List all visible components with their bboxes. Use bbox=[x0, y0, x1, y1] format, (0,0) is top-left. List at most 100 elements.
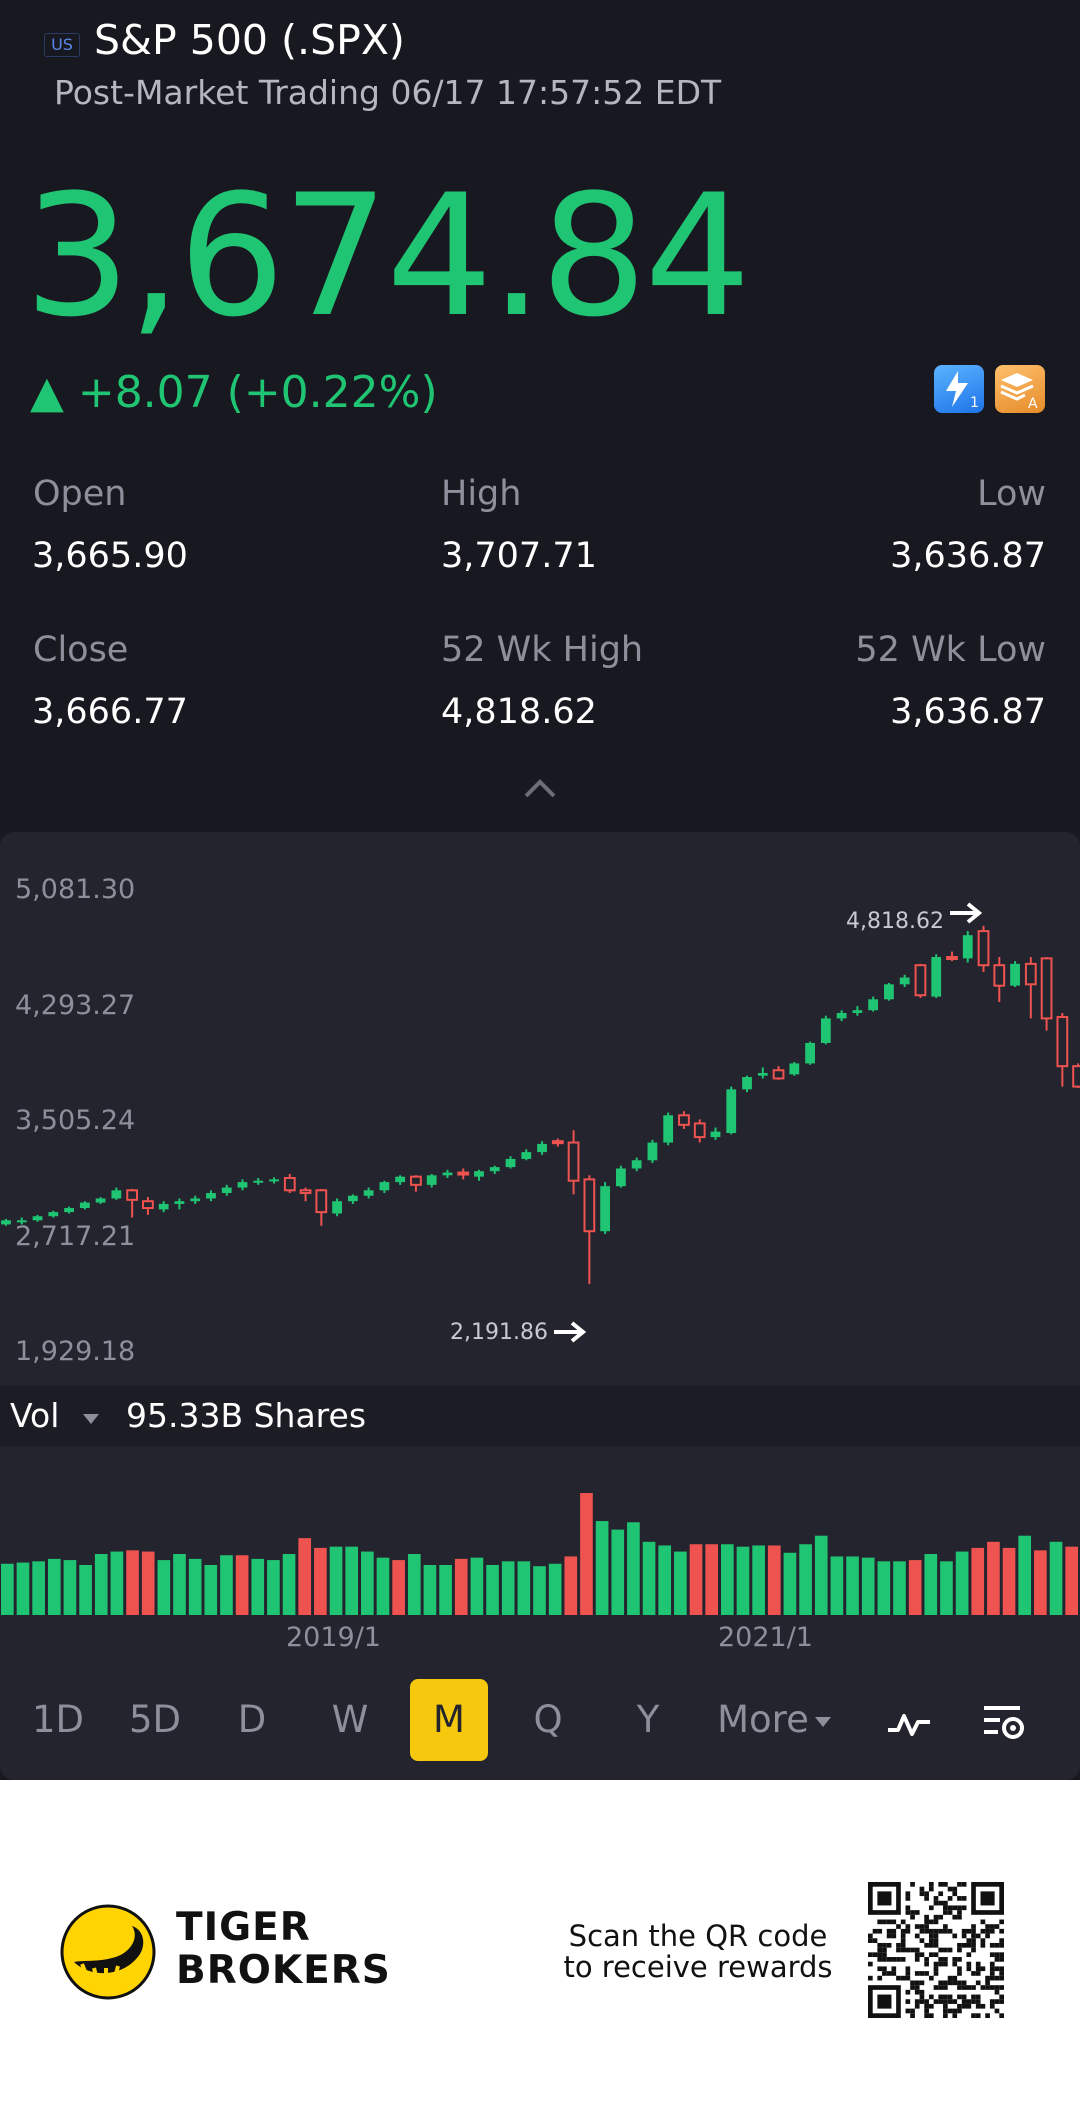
volume-bar bbox=[627, 1522, 640, 1615]
share-footer bbox=[0, 1780, 1080, 2126]
candle-body bbox=[190, 1198, 201, 1202]
layers-grade-icon[interactable]: A bbox=[995, 365, 1045, 413]
indicator-line-icon[interactable] bbox=[886, 1700, 934, 1744]
candle-body bbox=[237, 1182, 248, 1188]
volume-bar bbox=[235, 1555, 249, 1615]
close-value: 3,666.77 bbox=[32, 692, 188, 732]
tab-5d[interactable]: 5D bbox=[128, 1698, 182, 1741]
candle-body bbox=[726, 1089, 737, 1133]
caret-down-icon[interactable] bbox=[82, 1410, 100, 1424]
collapse-chevron-icon[interactable] bbox=[522, 776, 558, 800]
volume-bar bbox=[298, 1538, 312, 1615]
volume-bar bbox=[783, 1552, 797, 1615]
tab-week[interactable]: W bbox=[331, 1698, 369, 1741]
volume-bar bbox=[752, 1545, 765, 1615]
candle-body bbox=[379, 1182, 390, 1191]
candle-body bbox=[600, 1186, 611, 1232]
candle-body bbox=[332, 1201, 342, 1214]
y-tick-label: 1,929.18 bbox=[15, 1336, 136, 1367]
volume-bar bbox=[470, 1557, 484, 1615]
candle-body bbox=[426, 1175, 437, 1185]
volume-bar bbox=[1002, 1547, 1016, 1615]
lightning-level-icon[interactable]: 1 bbox=[934, 365, 984, 413]
candle-body bbox=[631, 1160, 642, 1169]
chart-settings-icon[interactable] bbox=[980, 1700, 1028, 1744]
volume-bar bbox=[658, 1545, 672, 1615]
candle-body bbox=[505, 1158, 516, 1168]
candle-body bbox=[914, 964, 927, 997]
volume-bar bbox=[376, 1557, 390, 1615]
volume-bar bbox=[16, 1562, 30, 1615]
candle-body bbox=[32, 1216, 43, 1221]
high-label: High bbox=[441, 474, 522, 514]
volume-bar bbox=[454, 1558, 468, 1615]
volume-bar bbox=[94, 1554, 108, 1615]
open-value: 3,665.90 bbox=[32, 536, 188, 576]
volume-chart[interactable] bbox=[0, 1480, 1080, 1615]
volume-bar bbox=[329, 1546, 343, 1615]
candle-body bbox=[836, 1012, 847, 1019]
tab-month[interactable]: M bbox=[410, 1679, 488, 1761]
candlestick-chart[interactable] bbox=[0, 860, 1080, 1360]
qr-code[interactable] bbox=[868, 1882, 1004, 2018]
low-value: 3,636.87 bbox=[890, 536, 1046, 576]
tab-day[interactable]: D bbox=[237, 1698, 267, 1741]
tab-year[interactable]: Y bbox=[636, 1698, 660, 1741]
wk52-low-label: 52 Wk Low bbox=[855, 630, 1046, 670]
tab-more[interactable]: More bbox=[717, 1698, 809, 1741]
candle-body bbox=[395, 1176, 406, 1183]
volume-bar bbox=[861, 1557, 875, 1615]
volume-bar bbox=[767, 1545, 781, 1615]
candle-body bbox=[1010, 963, 1020, 986]
candle-body bbox=[993, 964, 1006, 987]
volume-bar bbox=[799, 1544, 812, 1615]
candle-body bbox=[111, 1190, 122, 1199]
candle-body bbox=[789, 1063, 800, 1075]
trading-status: Post-Market Trading 06/17 17:57:52 EDT bbox=[54, 73, 722, 112]
tiger-logo-icon bbox=[60, 1904, 156, 2000]
candle-body bbox=[521, 1152, 532, 1159]
candle-body bbox=[647, 1142, 658, 1161]
volume-bar bbox=[955, 1551, 969, 1615]
volume-bar bbox=[392, 1560, 405, 1615]
open-label: Open bbox=[33, 474, 127, 514]
volume-bar bbox=[1065, 1546, 1078, 1615]
volume-bar bbox=[736, 1546, 750, 1615]
volume-bar bbox=[877, 1561, 891, 1615]
chart-card[interactable] bbox=[0, 832, 1080, 1780]
candle-body bbox=[79, 1202, 90, 1209]
max-price-marker: 4,818.62 bbox=[846, 909, 944, 934]
volume-bar bbox=[32, 1561, 45, 1615]
volume-value: 95.33B Shares bbox=[126, 1396, 367, 1435]
caret-down-icon[interactable] bbox=[814, 1714, 832, 1728]
candle-body bbox=[174, 1201, 185, 1204]
candle-body bbox=[884, 984, 894, 1000]
tab-1d[interactable]: 1D bbox=[31, 1698, 85, 1741]
volume-bar bbox=[361, 1551, 374, 1615]
candle-body bbox=[805, 1042, 815, 1064]
volume-bar bbox=[63, 1560, 77, 1615]
candle-body bbox=[537, 1143, 547, 1153]
candle-body bbox=[757, 1072, 768, 1076]
candle-body bbox=[363, 1190, 374, 1196]
candle-body bbox=[693, 1122, 706, 1139]
volume-indicator-label[interactable]: Vol bbox=[10, 1396, 60, 1435]
volume-bar bbox=[611, 1529, 625, 1615]
volume-bar bbox=[439, 1564, 452, 1615]
stock-title: S&P 500 (.SPX) bbox=[94, 16, 405, 64]
candle-body bbox=[742, 1077, 752, 1090]
volume-bar bbox=[674, 1551, 687, 1615]
volume-bar bbox=[126, 1550, 139, 1615]
candle-body bbox=[899, 977, 910, 985]
tab-quarter[interactable]: Q bbox=[533, 1698, 563, 1741]
last-price: 3,674.84 bbox=[24, 158, 751, 354]
candle-body bbox=[206, 1193, 216, 1199]
close-label: Close bbox=[33, 630, 129, 670]
candle-body bbox=[142, 1200, 154, 1210]
brand-line: TIGER bbox=[176, 1905, 311, 1950]
candle-body bbox=[442, 1172, 453, 1176]
volume-bar bbox=[251, 1558, 265, 1615]
candle-body bbox=[852, 1010, 863, 1013]
volume-bar bbox=[423, 1564, 437, 1615]
volume-bar bbox=[79, 1564, 92, 1615]
